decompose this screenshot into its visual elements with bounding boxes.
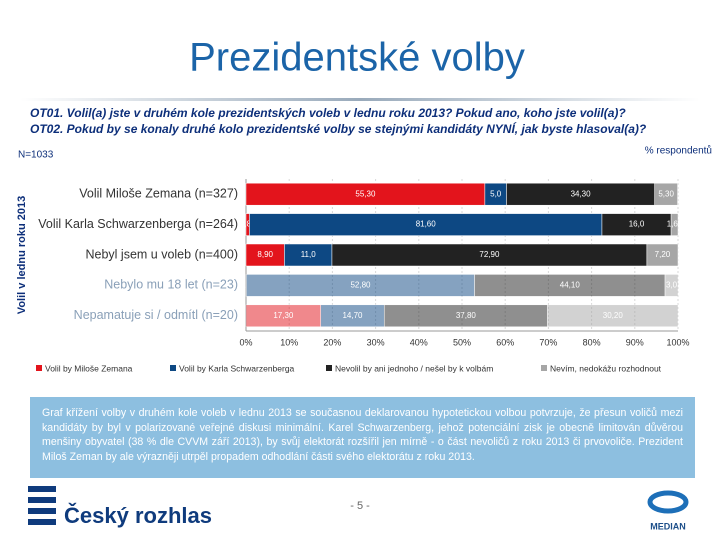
bar-segment (547, 304, 679, 328)
logo-text: MEDIAN (650, 521, 686, 531)
value-label: 5,30 (658, 189, 674, 198)
logo-stripe (28, 497, 56, 503)
y-axis-label: Volil v lednu roku 2013 (16, 196, 28, 314)
legend-label: Volil by Karla Schwarzenberga (179, 363, 295, 373)
bar-row: 8,90 11,0 72,90 7,20 (245, 243, 679, 267)
bar-segment (654, 182, 678, 206)
bar-segment (646, 243, 679, 267)
category-label: Nebyl jsem u voleb (n=400) (85, 247, 238, 261)
page-number: - 5 - (350, 500, 370, 512)
value-label: 17,30 (273, 311, 294, 320)
value-label: 1,60 (667, 220, 683, 229)
value-label: 52,80 (350, 281, 371, 290)
value-label: 30,20 (603, 311, 624, 320)
legend-label: Nevím, nedokážu rozhodnout (550, 363, 662, 373)
value-label: 72,90 (479, 250, 500, 259)
value-label: 3,0 (666, 281, 678, 290)
logo-stripe (28, 519, 56, 525)
value-label: 8,90 (257, 250, 273, 259)
bar-segment (664, 274, 679, 297)
value-label: 34,30 (571, 189, 592, 198)
x-tick-label: 50% (453, 337, 471, 347)
value-label: 5,0 (490, 189, 502, 198)
bar-row: 55,30 5,0 34,30 5,30 (245, 182, 678, 206)
value-label: 44,10 (560, 281, 581, 290)
value-label: 7,20 (655, 250, 671, 259)
x-tick-label: 30% (367, 337, 385, 347)
x-tick-label: 10% (280, 337, 298, 347)
title-rule (20, 98, 700, 101)
question: OT01. Volil(a) jste v druhém kole prezid… (30, 106, 626, 120)
x-tick-label: 90% (626, 337, 644, 347)
bar-row: 17,30 14,70 37,80 30,20 (245, 304, 679, 328)
value-label: 55,30 (355, 189, 376, 198)
x-tick-label: 100% (666, 337, 689, 347)
x-tick-label: 60% (496, 337, 514, 347)
x-tick-label: 40% (410, 337, 428, 347)
value-label: 14,70 (342, 311, 363, 320)
value-label: 16,0 (629, 220, 645, 229)
category-label: Nebylo mu 18 let (n=23) (104, 278, 238, 292)
value-label: 81,60 (416, 220, 437, 229)
legend-label: Nevolil by ani jednoho / nešel by k volb… (335, 363, 493, 373)
x-tick-label: 80% (583, 337, 601, 347)
logo-left (28, 486, 56, 525)
legend-swatch (36, 365, 42, 371)
legend-swatch (170, 365, 176, 371)
logo-stripe (28, 486, 56, 492)
category-label: Volil Karla Schwarzenberga (n=264) (38, 217, 238, 231)
value-label: 11,0 (301, 250, 317, 259)
sample-size: N=1033 (18, 150, 54, 161)
logo-mark (647, 490, 689, 514)
category-label: Volil Miloše Zemana (n=327) (79, 186, 238, 200)
logo-text: Český rozhlas (64, 503, 212, 528)
bar-row: 0,80 81,60 16,0 1,60 (240, 213, 683, 236)
logo-stripe (28, 508, 56, 514)
value-label: 37,80 (456, 311, 477, 320)
legend-swatch (541, 365, 547, 371)
slide-title: Prezidentské volby (189, 36, 525, 80)
legend-swatch (326, 365, 332, 371)
value-label: 0,80 (240, 220, 256, 229)
x-tick-label: 70% (539, 337, 557, 347)
bar-segment (670, 213, 679, 236)
x-tick-label: 20% (323, 337, 341, 347)
category-label: Nepamatuje si / odmítl (n=20) (74, 308, 238, 322)
summary-box: Graf křížení volby v druhém kole voleb v… (30, 397, 695, 478)
question: OT02. Pokud by se konaly druhé kolo prez… (30, 121, 647, 136)
x-tick-label: 0% (239, 337, 252, 347)
legend-label: Volil by Miloše Zemana (45, 363, 133, 373)
unit-note: % respondentů (645, 145, 712, 157)
